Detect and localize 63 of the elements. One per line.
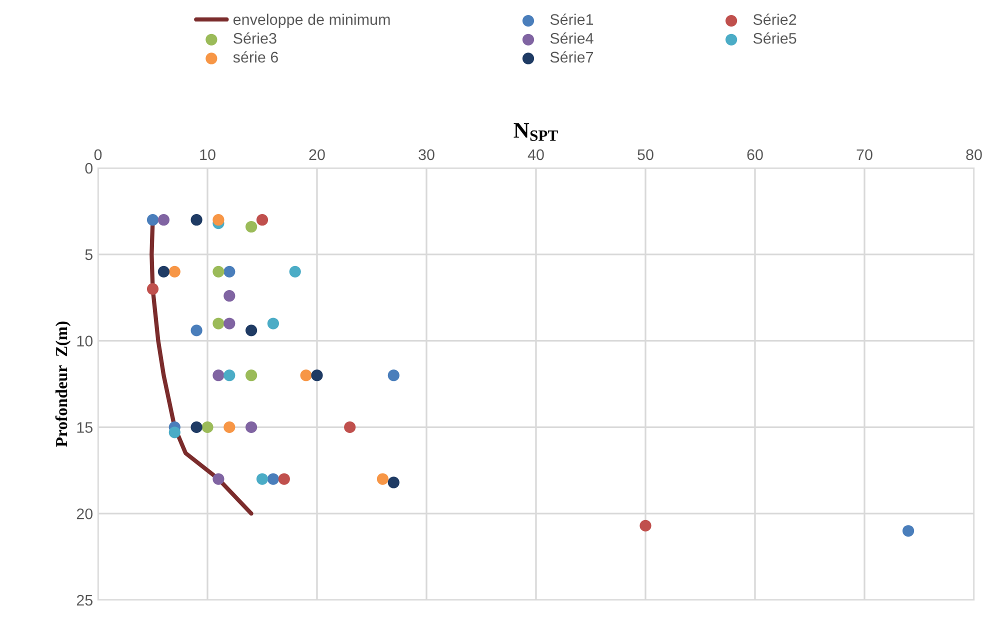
point: [190, 421, 202, 434]
point: [902, 525, 914, 537]
point: [267, 318, 280, 330]
legend-label: Série3: [234, 32, 276, 44]
legend-label: série 6: [233, 51, 278, 63]
point: [212, 214, 224, 226]
legend-label: Série1: [550, 14, 594, 25]
point: [376, 473, 389, 485]
point: [202, 421, 214, 434]
y-tick-label: 0: [85, 162, 93, 174]
y-tick-label: 15: [77, 422, 92, 433]
point: [289, 266, 301, 278]
x-tick-label: 10: [200, 149, 216, 160]
point: [256, 214, 268, 226]
y-axis-title: Profondeur Z(m): [55, 322, 71, 447]
point: [245, 324, 258, 336]
point: [190, 214, 202, 226]
x-tick-label: 0: [94, 149, 102, 160]
legend-label: Série5: [753, 32, 796, 44]
point: [158, 266, 170, 278]
y-tick-label: 5: [85, 249, 92, 260]
legend-label: Série4: [550, 32, 594, 44]
point: [224, 318, 236, 330]
point: [212, 266, 224, 278]
legend-label: Série2: [753, 14, 796, 25]
x-tick-label: 30: [418, 149, 434, 160]
point: [212, 318, 224, 330]
x-tick-label: 50: [638, 149, 654, 160]
x-tick-label: 70: [856, 149, 872, 160]
point: [256, 473, 268, 485]
point: [300, 370, 312, 382]
point: [212, 473, 224, 485]
legend-label: Série7: [550, 51, 594, 63]
point: [224, 370, 236, 382]
point: [146, 283, 159, 295]
point: [224, 266, 236, 278]
point: [224, 290, 236, 302]
point: [640, 520, 652, 532]
legend-label: enveloppe de minimum: [233, 14, 390, 28]
point: [146, 214, 159, 226]
y-tick-label: 20: [76, 508, 93, 520]
y-tick-label: 25: [76, 594, 92, 606]
point: [344, 421, 356, 434]
point: [245, 421, 258, 434]
point: [245, 370, 258, 382]
point: [168, 266, 180, 278]
point: [190, 324, 202, 336]
y-tick-label: 10: [77, 336, 93, 346]
point: [388, 370, 400, 382]
point: [245, 220, 258, 233]
point: [388, 476, 400, 488]
point: [168, 426, 180, 438]
point: [278, 473, 290, 485]
point: [267, 473, 280, 485]
x-tick-label: 40: [528, 149, 544, 160]
x-tick-label: 20: [309, 149, 325, 160]
point: [311, 370, 323, 382]
x-axis-title: N$_{SPT}$: [514, 123, 558, 141]
point: [212, 370, 224, 382]
x-tick-label: 80: [966, 149, 982, 160]
point: [224, 421, 236, 434]
point: [158, 214, 170, 226]
x-tick-label: 60: [747, 149, 763, 160]
